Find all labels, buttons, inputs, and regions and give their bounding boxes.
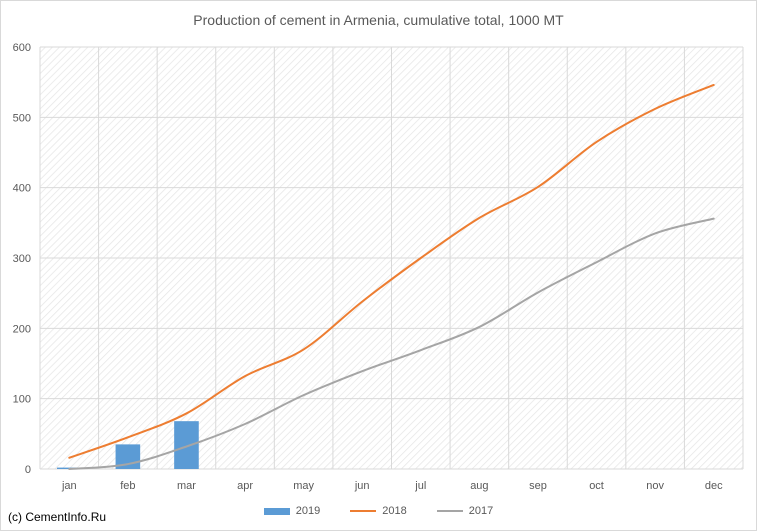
x-tick-label-jun: jun (354, 480, 370, 492)
x-tick-label-feb: feb (120, 480, 135, 492)
x-tick-label-jan: jan (61, 480, 77, 492)
x-tick-label-apr: apr (237, 480, 253, 492)
y-tick-label: 600 (13, 42, 31, 54)
bar-2019-mar (174, 421, 199, 469)
legend-item-2019: 2019 (263, 505, 321, 517)
line-series (68, 83, 715, 470)
x-tick-label-may: may (293, 480, 314, 492)
y-tick-label: 200 (13, 323, 31, 335)
y-axis-ticks: 0 100 200 300 400 500 600 (13, 42, 31, 476)
legend-swatch-2018 (350, 510, 377, 512)
legend-item-2017: 2017 (436, 505, 494, 517)
x-tick-label-mar: mar (177, 480, 196, 492)
x-tick-label-jul: jul (414, 480, 426, 492)
legend: 2019 2018 2017 (0, 505, 757, 517)
x-tick-label-nov: nov (646, 480, 664, 492)
legend-item-2018: 2018 (350, 505, 407, 517)
legend-swatch-2017 (436, 510, 463, 512)
gridlines (39, 46, 744, 470)
chart-title: Production of cement in Armenia, cumulat… (193, 12, 564, 28)
line-2018 (68, 83, 715, 459)
legend-swatch-2019 (263, 507, 290, 515)
y-tick-label: 500 (13, 112, 31, 124)
line-2017 (68, 217, 715, 470)
credit-text: (c) CementInfo.Ru (8, 510, 107, 524)
y-tick-label: 100 (13, 394, 31, 406)
legend-label-2018: 2018 (382, 505, 407, 517)
x-tick-label-oct: oct (589, 480, 604, 492)
x-tick-label-sep: sep (529, 480, 547, 492)
x-tick-label-aug: aug (470, 480, 488, 492)
legend-label-2019: 2019 (295, 505, 321, 517)
legend-label-2017: 2017 (468, 505, 494, 517)
x-axis-ticks: jan feb mar apr may jun jul aug sep oct nov dec (61, 480, 723, 492)
y-tick-label: 400 (13, 183, 31, 195)
y-tick-label: 0 (25, 464, 31, 476)
y-tick-label: 300 (13, 253, 31, 265)
x-tick-label-dec: dec (705, 480, 723, 492)
